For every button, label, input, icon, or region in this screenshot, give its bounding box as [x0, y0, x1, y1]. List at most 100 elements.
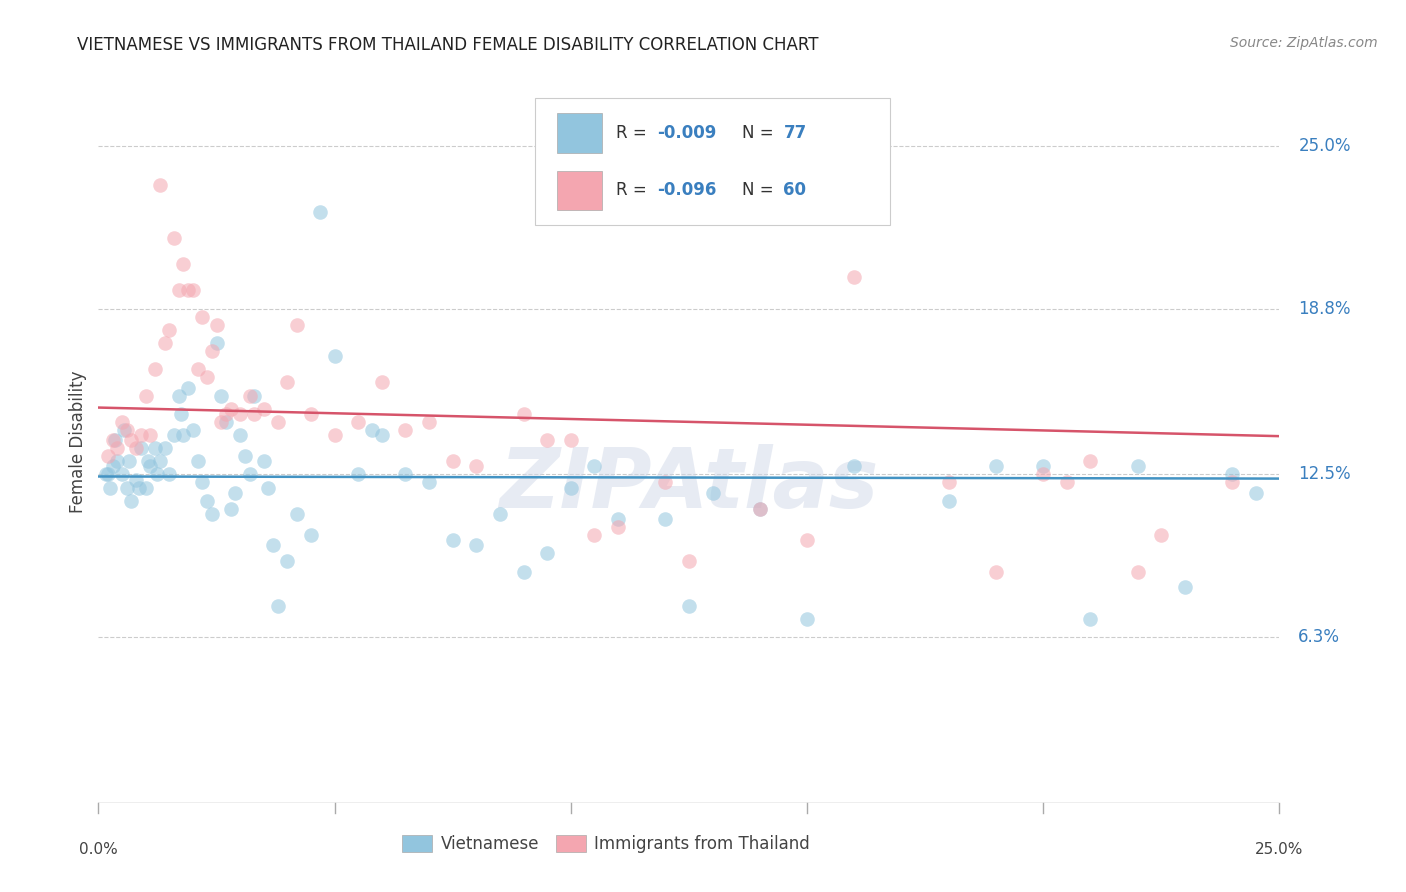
Point: [536, 546, 558, 560]
Point: [1080, 612, 1102, 626]
Point: [347, 467, 370, 482]
Point: [115, 481, 138, 495]
Point: [125, 473, 148, 487]
Point: [267, 599, 290, 613]
Point: [181, 423, 204, 437]
Point: [347, 415, 370, 429]
Point: [205, 336, 228, 351]
Point: [560, 481, 582, 495]
Point: [938, 493, 960, 508]
Point: [195, 493, 218, 508]
Point: [1032, 467, 1054, 482]
Point: [229, 407, 252, 421]
Point: [1126, 565, 1149, 579]
Point: [267, 415, 290, 429]
Y-axis label: Female Disability: Female Disability: [69, 370, 87, 513]
Point: [209, 388, 232, 402]
Point: [465, 538, 488, 552]
Text: R =: R =: [616, 181, 652, 199]
Point: [177, 381, 200, 395]
Text: N =: N =: [742, 124, 779, 142]
Point: [1056, 475, 1078, 490]
Text: VIETNAMESE VS IMMIGRANTS FROM THAILAND FEMALE DISABILITY CORRELATION CHART: VIETNAMESE VS IMMIGRANTS FROM THAILAND F…: [77, 36, 818, 54]
Point: [243, 407, 266, 421]
Point: [1126, 459, 1149, 474]
Point: [583, 459, 606, 474]
Point: [219, 501, 242, 516]
Point: [1244, 485, 1267, 500]
Point: [167, 388, 190, 402]
Point: [418, 415, 440, 429]
Point: [748, 501, 770, 516]
Point: [607, 520, 630, 534]
Point: [512, 565, 534, 579]
Point: [229, 428, 252, 442]
FancyBboxPatch shape: [557, 112, 602, 153]
Point: [489, 507, 512, 521]
Point: [149, 454, 172, 468]
Point: [1220, 475, 1243, 490]
Point: [796, 612, 818, 626]
Point: [191, 310, 214, 324]
Point: [844, 270, 866, 285]
Point: [285, 318, 308, 332]
Point: [243, 388, 266, 402]
Point: [112, 423, 135, 437]
Point: [285, 507, 308, 521]
Point: [309, 204, 332, 219]
Point: [136, 454, 159, 468]
Point: [105, 454, 128, 468]
Point: [1150, 528, 1173, 542]
Point: [323, 428, 346, 442]
Point: [1080, 454, 1102, 468]
Point: [157, 323, 180, 337]
Point: [111, 415, 134, 429]
Point: [560, 434, 582, 448]
Point: [253, 401, 276, 416]
Point: [191, 475, 214, 490]
Point: [139, 459, 162, 474]
Point: [201, 343, 224, 358]
Point: [135, 388, 157, 402]
Point: [239, 388, 262, 402]
Point: [583, 528, 606, 542]
Point: [129, 428, 152, 442]
Point: [361, 423, 384, 437]
Text: ZIPAtlas: ZIPAtlas: [499, 444, 879, 525]
Point: [163, 428, 186, 442]
Text: N =: N =: [742, 181, 779, 199]
Point: [111, 467, 134, 482]
Point: [654, 475, 676, 490]
Point: [146, 467, 169, 482]
Point: [938, 475, 960, 490]
Point: [97, 449, 120, 463]
Text: -0.096: -0.096: [657, 181, 717, 199]
Point: [195, 370, 218, 384]
Point: [984, 459, 1007, 474]
Point: [394, 467, 416, 482]
Point: [153, 441, 176, 455]
Point: [129, 441, 152, 455]
Text: -0.009: -0.009: [657, 124, 717, 142]
Point: [121, 493, 143, 508]
Point: [125, 441, 148, 455]
Point: [128, 481, 150, 495]
Point: [441, 533, 464, 547]
Point: [135, 481, 157, 495]
Point: [262, 538, 284, 552]
Text: 18.8%: 18.8%: [1298, 300, 1351, 318]
Point: [371, 428, 394, 442]
Point: [153, 336, 176, 351]
Point: [215, 415, 238, 429]
Point: [233, 449, 256, 463]
Point: [702, 485, 724, 500]
Point: [163, 231, 186, 245]
Legend: Vietnamese, Immigrants from Thailand: Vietnamese, Immigrants from Thailand: [396, 828, 817, 860]
Point: [201, 507, 224, 521]
Text: 25.0%: 25.0%: [1256, 842, 1303, 857]
Point: [654, 512, 676, 526]
Point: [371, 376, 394, 390]
Text: 12.5%: 12.5%: [1298, 466, 1351, 483]
Point: [149, 178, 172, 193]
Point: [121, 434, 143, 448]
